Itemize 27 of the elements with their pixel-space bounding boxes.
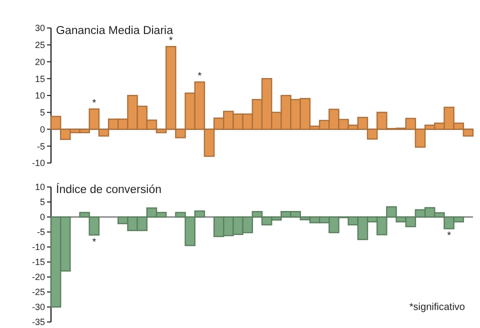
chart-title: Índice de conversión <box>56 183 162 196</box>
y-tick-label: -5 <box>36 141 45 152</box>
data-label: * <box>198 71 202 82</box>
data-label: * <box>447 230 452 242</box>
y-tick-label: -5 <box>36 227 45 238</box>
y-tick-label: -35 <box>32 317 45 328</box>
y-tick-label: 30 <box>34 23 45 34</box>
data-label: * <box>168 36 173 47</box>
y-tick-label: -10 <box>32 242 45 252</box>
y-tick-label: -30 <box>32 302 45 312</box>
data-label: * <box>92 98 96 109</box>
y-tick-label: 0 <box>40 124 45 134</box>
y-tick-label: 5 <box>40 108 45 118</box>
y-tick-label: 25 <box>34 40 45 50</box>
chart-title: Ganancia Media Diaria <box>56 25 174 37</box>
annotation: *significativo <box>409 302 466 313</box>
y-tick-label: -10 <box>32 158 45 168</box>
y-tick-label: 10 <box>34 182 45 192</box>
y-tick-label: 5 <box>40 197 45 208</box>
y-tick-label: -25 <box>32 287 45 298</box>
y-tick-label: 0 <box>40 212 45 222</box>
y-tick-label: -20 <box>32 272 45 282</box>
y-tick-label: -15 <box>32 257 45 268</box>
data-label: * <box>92 237 96 248</box>
y-tick-label: 15 <box>34 74 45 84</box>
y-tick-label: 20 <box>34 56 45 67</box>
y-tick-label: 10 <box>34 90 45 101</box>
